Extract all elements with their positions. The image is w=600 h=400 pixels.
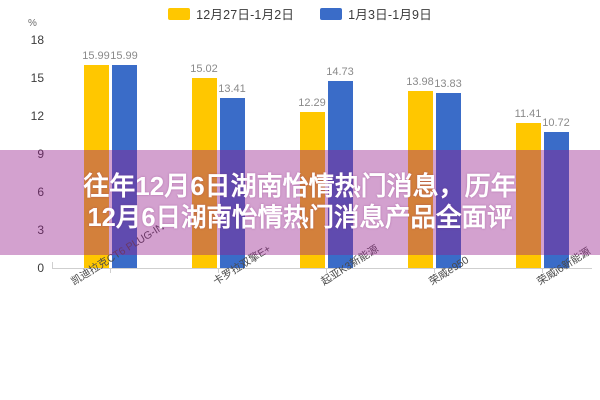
bar-group: 15.02 13.41 [190, 0, 246, 268]
overlay-band [0, 150, 600, 255]
legend-item-blue[interactable]: 1月3日-1月9日 [320, 4, 432, 23]
x-axis-tick [542, 268, 543, 273]
bar-yellow[interactable] [407, 90, 433, 268]
bar-yellow[interactable] [515, 123, 541, 268]
bar-yellow[interactable] [83, 65, 109, 268]
x-axis-left-cap [52, 262, 53, 269]
bar-value-label: 12.29 [298, 97, 326, 110]
x-axis-tick [218, 268, 219, 273]
legend-label-yellow: 12月27日-1月2日 [196, 8, 295, 22]
y-tick-6: 6 [37, 185, 44, 199]
legend-item-yellow[interactable]: 12月27日-1月2日 [168, 4, 294, 23]
plot-area: 15.99 15.99 15.02 13.41 12.29 14.73 13.98 13.83… [52, 0, 592, 268]
bar-group: 13.98 13.83 [406, 0, 462, 268]
bar-blue[interactable] [543, 132, 569, 268]
x-axis-tick [110, 268, 111, 273]
x-axis-tick [434, 268, 435, 273]
bar-value-label: 13.41 [218, 83, 246, 96]
bar-value-label: 15.99 [82, 50, 110, 63]
bar-group: 11.41 10.72 [515, 0, 570, 268]
bar-value-label: 14.73 [326, 66, 354, 79]
bar-group: 12.29 14.73 [298, 0, 354, 268]
x-axis-tick [326, 268, 327, 273]
x-axis-line [52, 268, 592, 269]
bar-blue[interactable] [219, 98, 245, 268]
bar-value-label: 13.98 [406, 75, 434, 88]
bar-value-label: 15.02 [190, 62, 218, 75]
bar-value-label: 13.83 [434, 77, 462, 90]
y-tick-15: 15 [30, 71, 44, 85]
bar-yellow[interactable] [191, 77, 217, 268]
y-tick-0: 0 [37, 261, 44, 275]
bar-blue[interactable] [111, 65, 137, 268]
legend-swatch-yellow [168, 7, 191, 20]
y-tick-18: 18 [30, 33, 44, 47]
bar-value-label: 10.72 [542, 117, 570, 130]
bar-blue[interactable] [327, 81, 353, 268]
legend-label-blue: 1月3日-1月9日 [348, 8, 432, 22]
bar-group: 15.99 15.99 [82, 0, 138, 268]
y-tick-9: 9 [37, 147, 44, 161]
y-axis-unit: % [28, 18, 37, 29]
y-tick-3: 3 [37, 223, 44, 237]
legend-swatch-blue [320, 7, 343, 20]
bar-value-label: 11.41 [514, 108, 542, 121]
bar-blue[interactable] [435, 92, 461, 268]
y-tick-12: 12 [30, 109, 44, 123]
bar-value-label: 15.99 [110, 50, 138, 63]
chart-legend: 12月27日-1月2日 1月3日-1月9日 [0, 4, 600, 23]
bar-yellow[interactable] [299, 112, 325, 268]
